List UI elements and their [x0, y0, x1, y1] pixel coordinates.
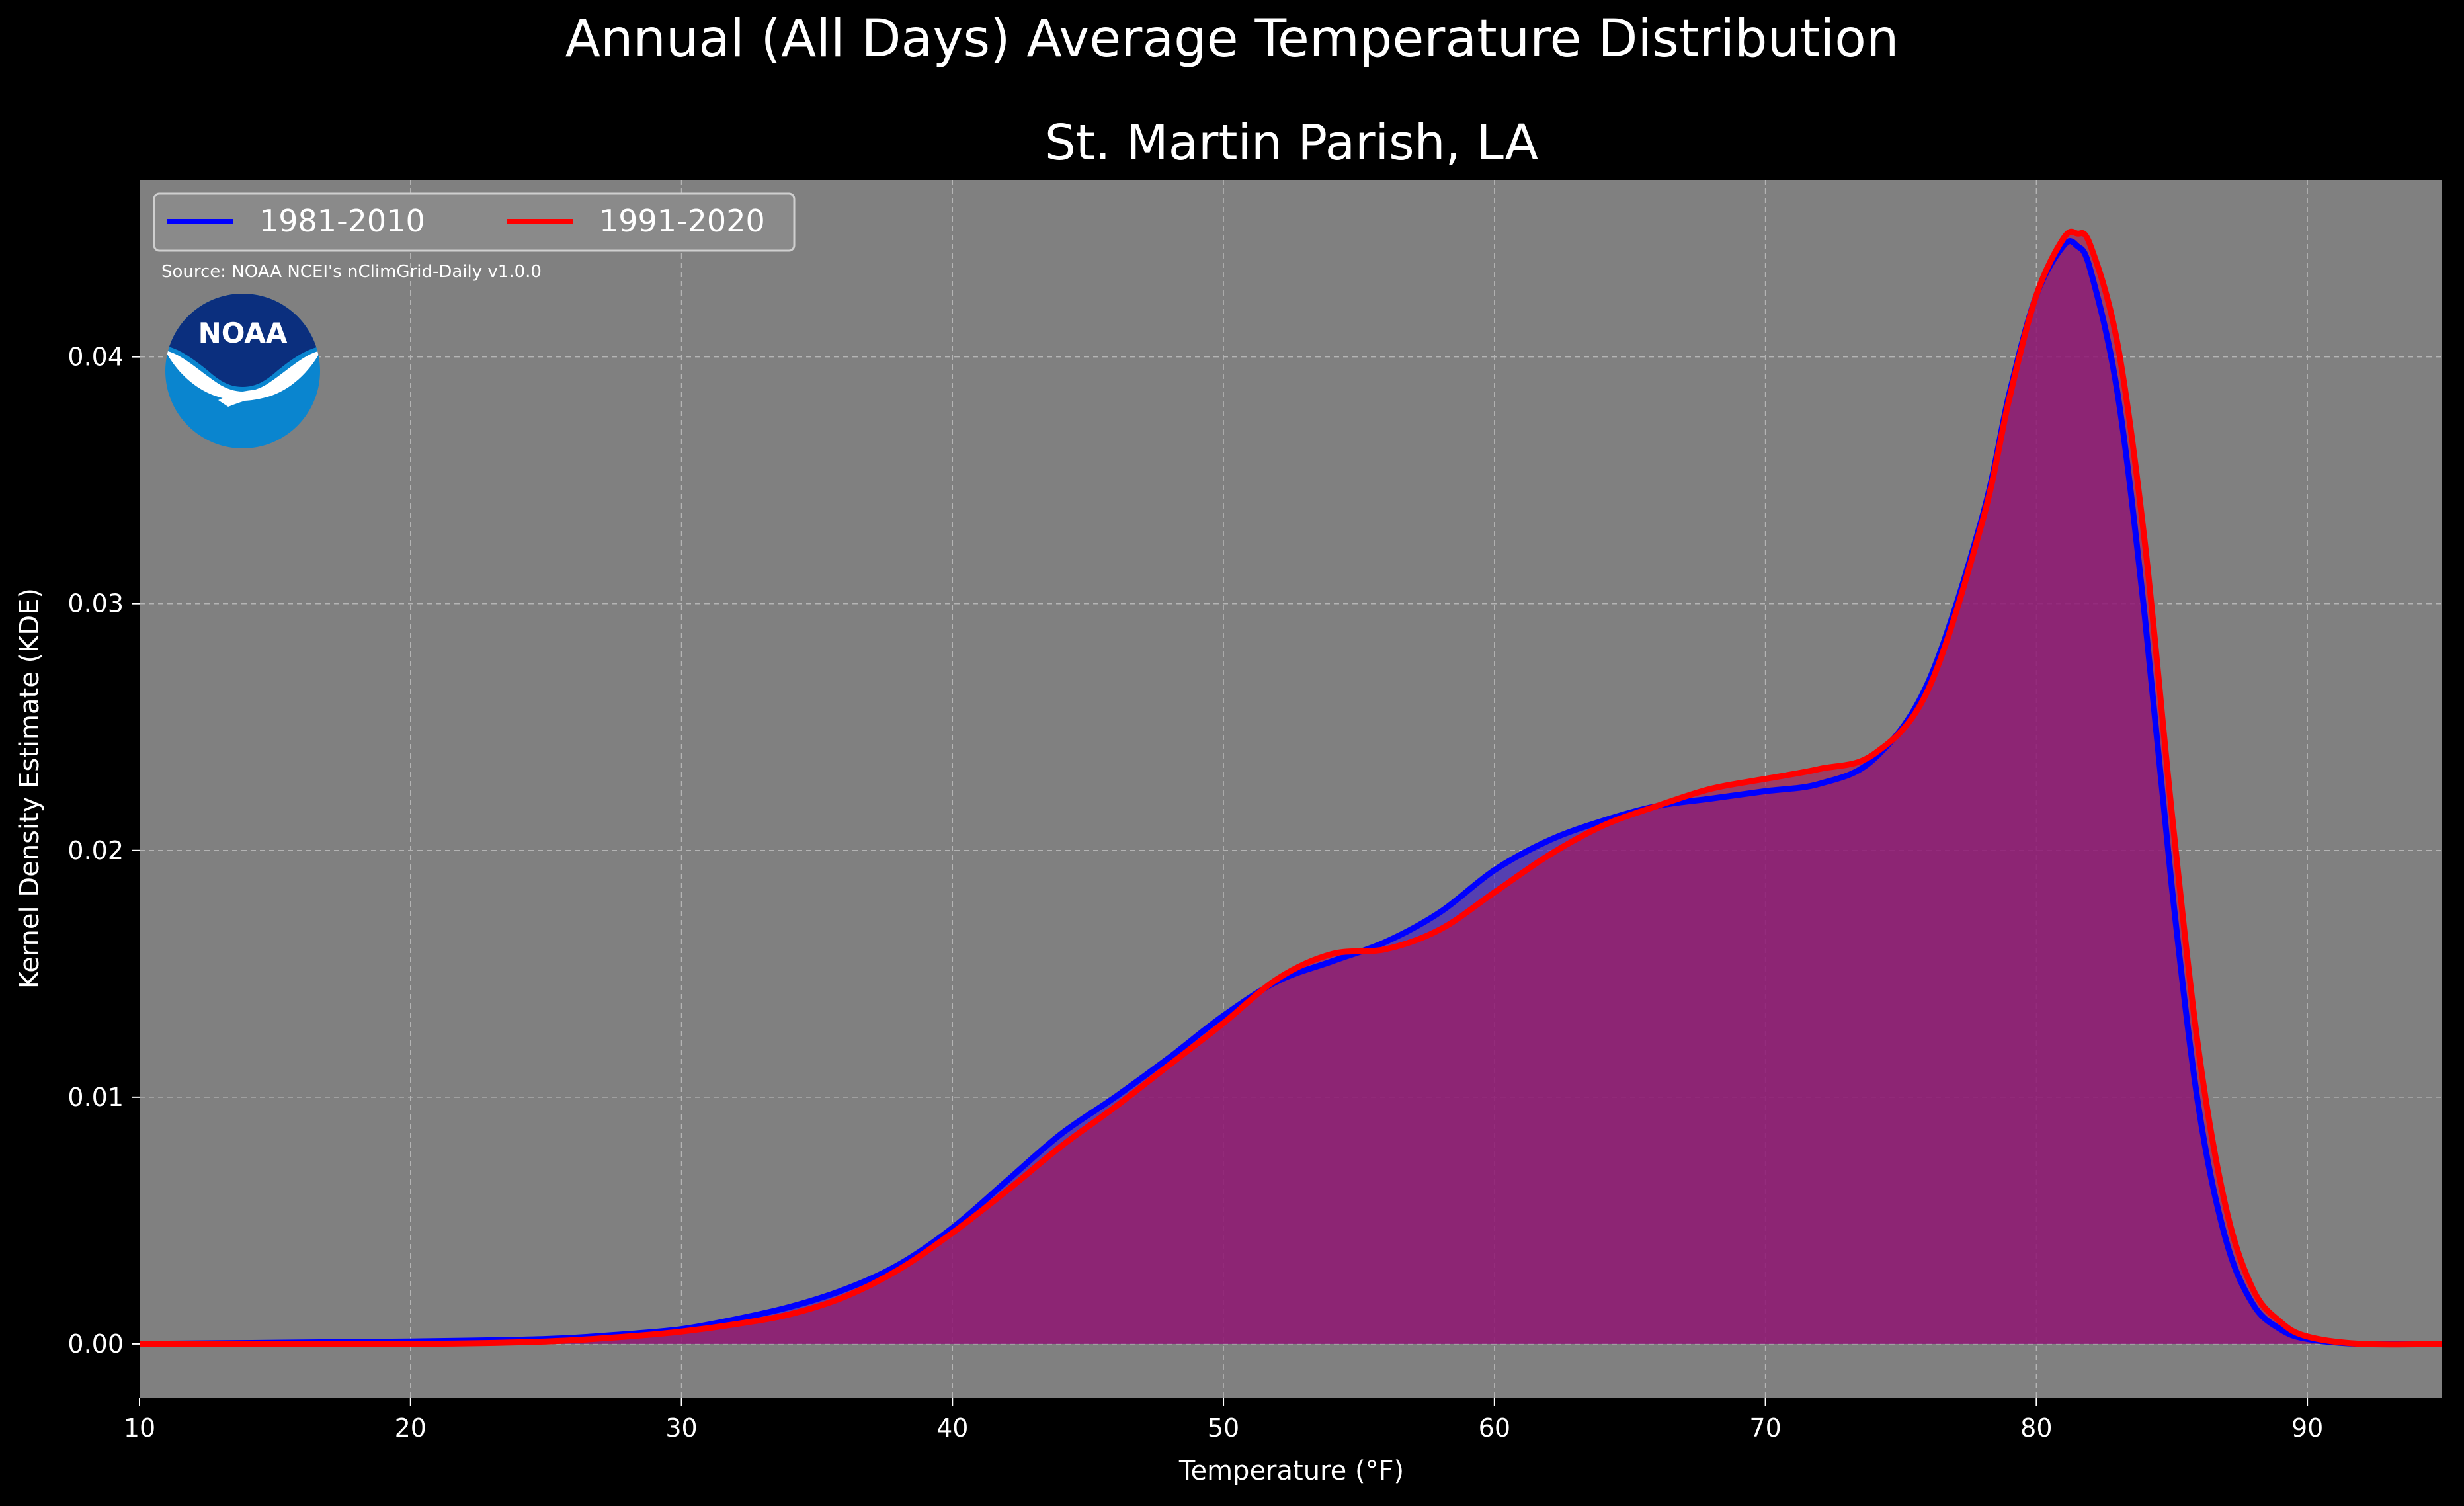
- density-area-1991-2020: [140, 231, 2443, 1345]
- chart-suptitle: Annual (All Days) Average Temperature Di…: [565, 9, 1899, 69]
- y-tick-label: 0.00: [67, 1329, 124, 1359]
- x-axis-label: Temperature (°F): [1178, 1456, 1404, 1486]
- plot-frame: [139, 179, 2443, 1399]
- density-line-1991-2020: [139, 228, 2443, 1348]
- noaa-logo-icon: NOAA: [165, 294, 320, 448]
- legend-label-1981-2010: 1981-2010: [259, 203, 425, 239]
- x-tick-label: 90: [2291, 1413, 2323, 1443]
- x-axis-ticks: 10 20 30 40 50 60 70 80 90: [124, 1398, 2323, 1443]
- y-tick-label: 0.04: [67, 343, 124, 372]
- density-line-1981-2010: [139, 238, 2443, 1347]
- source-note: Source: NOAA NCEI's nClimGrid-Daily v1.0…: [161, 262, 542, 282]
- chart-title: St. Martin Parish, LA: [1045, 114, 1539, 171]
- y-axis-ticks: 0.00 0.01 0.02 0.03 0.04: [67, 343, 140, 1359]
- y-tick-label: 0.02: [67, 836, 124, 865]
- y-axis-label: Kernel Density Estimate (KDE): [15, 588, 45, 989]
- legend-box: [153, 192, 796, 252]
- x-tick-label: 30: [665, 1413, 697, 1443]
- x-tick-label: 40: [936, 1413, 968, 1443]
- x-tick-label: 20: [395, 1413, 427, 1443]
- legend-label-1991-2020: 1991-2020: [599, 203, 765, 239]
- y-tick-label: 0.03: [67, 589, 124, 618]
- x-tick-label: 80: [2020, 1413, 2052, 1443]
- x-tick-label: 10: [124, 1413, 155, 1443]
- density-lines: [139, 228, 2443, 1348]
- logo-text: NOAA: [198, 317, 288, 349]
- x-tick-label: 60: [1479, 1413, 1510, 1443]
- density-areas: [140, 231, 2443, 1345]
- x-tick-label: 70: [1749, 1413, 1781, 1443]
- x-tick-label: 50: [1208, 1413, 1239, 1443]
- legend: 1981-2010 1991-2020: [153, 192, 796, 252]
- y-tick-label: 0.01: [67, 1083, 124, 1112]
